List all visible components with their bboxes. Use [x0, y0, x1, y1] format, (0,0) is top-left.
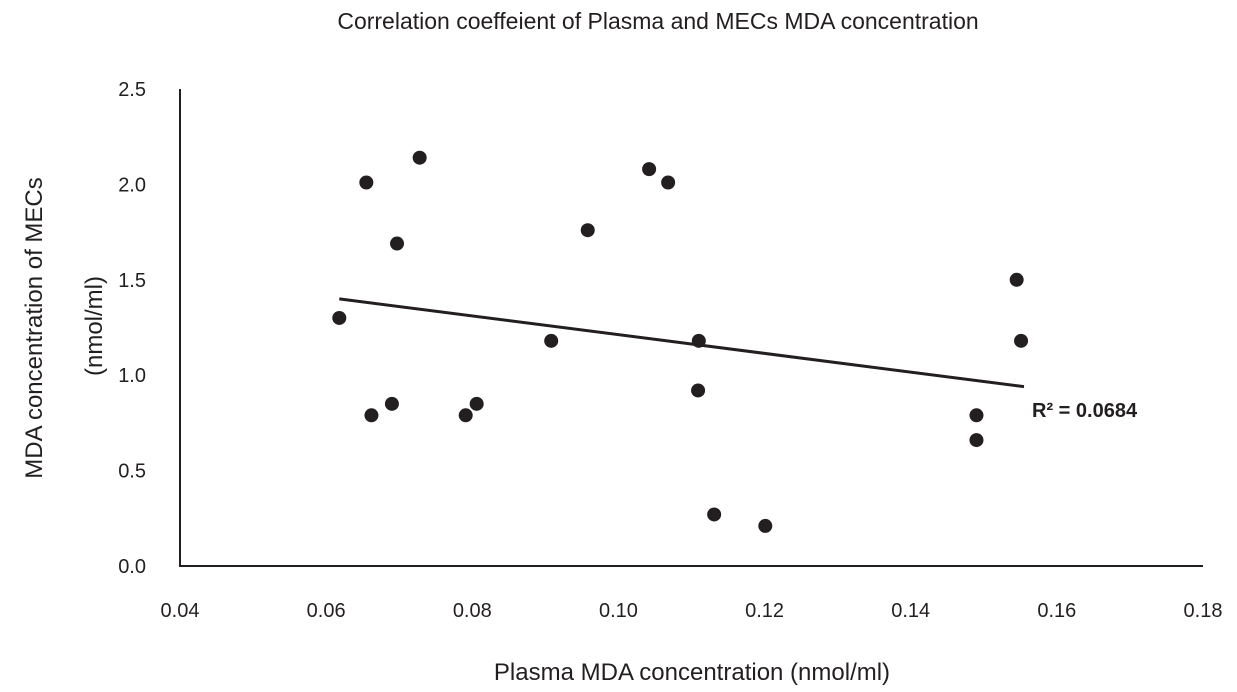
x-tick-label: 0.06 — [307, 600, 346, 622]
trendline-group — [339, 297, 1025, 389]
data-point — [359, 175, 374, 190]
x-axis-label: Plasma MDA concentration (nmol/ml) — [494, 659, 890, 686]
y-tick-label: 0.0 — [118, 556, 146, 578]
x-tick-label: 0.14 — [891, 600, 930, 622]
data-point — [969, 433, 984, 448]
data-points — [332, 150, 1029, 533]
data-point — [458, 408, 473, 423]
x-tick-label: 0.18 — [1184, 600, 1223, 622]
y-tick-label: 2.0 — [118, 174, 146, 196]
x-tick-labels: 0.04 0.06 0.08 0.10 0.12 0.14 0.16 0.18 — [161, 600, 1223, 622]
data-point — [332, 310, 347, 325]
y-tick-labels: 0.0 0.5 1.0 1.5 2.0 2.5 — [118, 79, 146, 578]
r-squared-annotation: R² = 0.0684 — [1032, 400, 1138, 422]
data-point — [412, 150, 427, 165]
x-tick-label: 0.10 — [599, 600, 638, 622]
data-point — [758, 518, 773, 533]
y-tick-label: 0.5 — [118, 461, 146, 483]
data-point — [642, 162, 657, 177]
x-tick-label: 0.08 — [453, 600, 492, 622]
data-point — [390, 236, 405, 251]
data-point — [661, 175, 676, 190]
data-point — [544, 333, 559, 348]
data-point — [469, 396, 484, 411]
x-tick-label: 0.04 — [161, 600, 200, 622]
y-axis-label-line2: (nmol/ml) — [81, 276, 108, 376]
y-tick-label: 2.5 — [118, 79, 146, 101]
data-point — [384, 396, 399, 411]
chart-title: Correlation coeffeient of Plasma and MEC… — [337, 8, 978, 34]
data-point — [364, 408, 379, 423]
y-axis-label: MDA concentration of MECs (nmol/ml) — [21, 177, 108, 478]
data-point — [969, 408, 984, 423]
x-tick-label: 0.16 — [1037, 600, 1076, 622]
data-point — [691, 383, 706, 398]
y-tick-label: 1.0 — [118, 365, 146, 387]
data-point — [707, 507, 722, 522]
trendline — [339, 297, 1025, 389]
y-axis-label-line1: MDA concentration of MECs — [21, 177, 48, 478]
data-point — [580, 223, 595, 238]
x-tick-label: 0.12 — [745, 600, 784, 622]
y-tick-label: 1.5 — [118, 270, 146, 292]
data-point — [1009, 272, 1024, 287]
data-point — [1014, 333, 1029, 348]
data-point — [691, 333, 706, 348]
